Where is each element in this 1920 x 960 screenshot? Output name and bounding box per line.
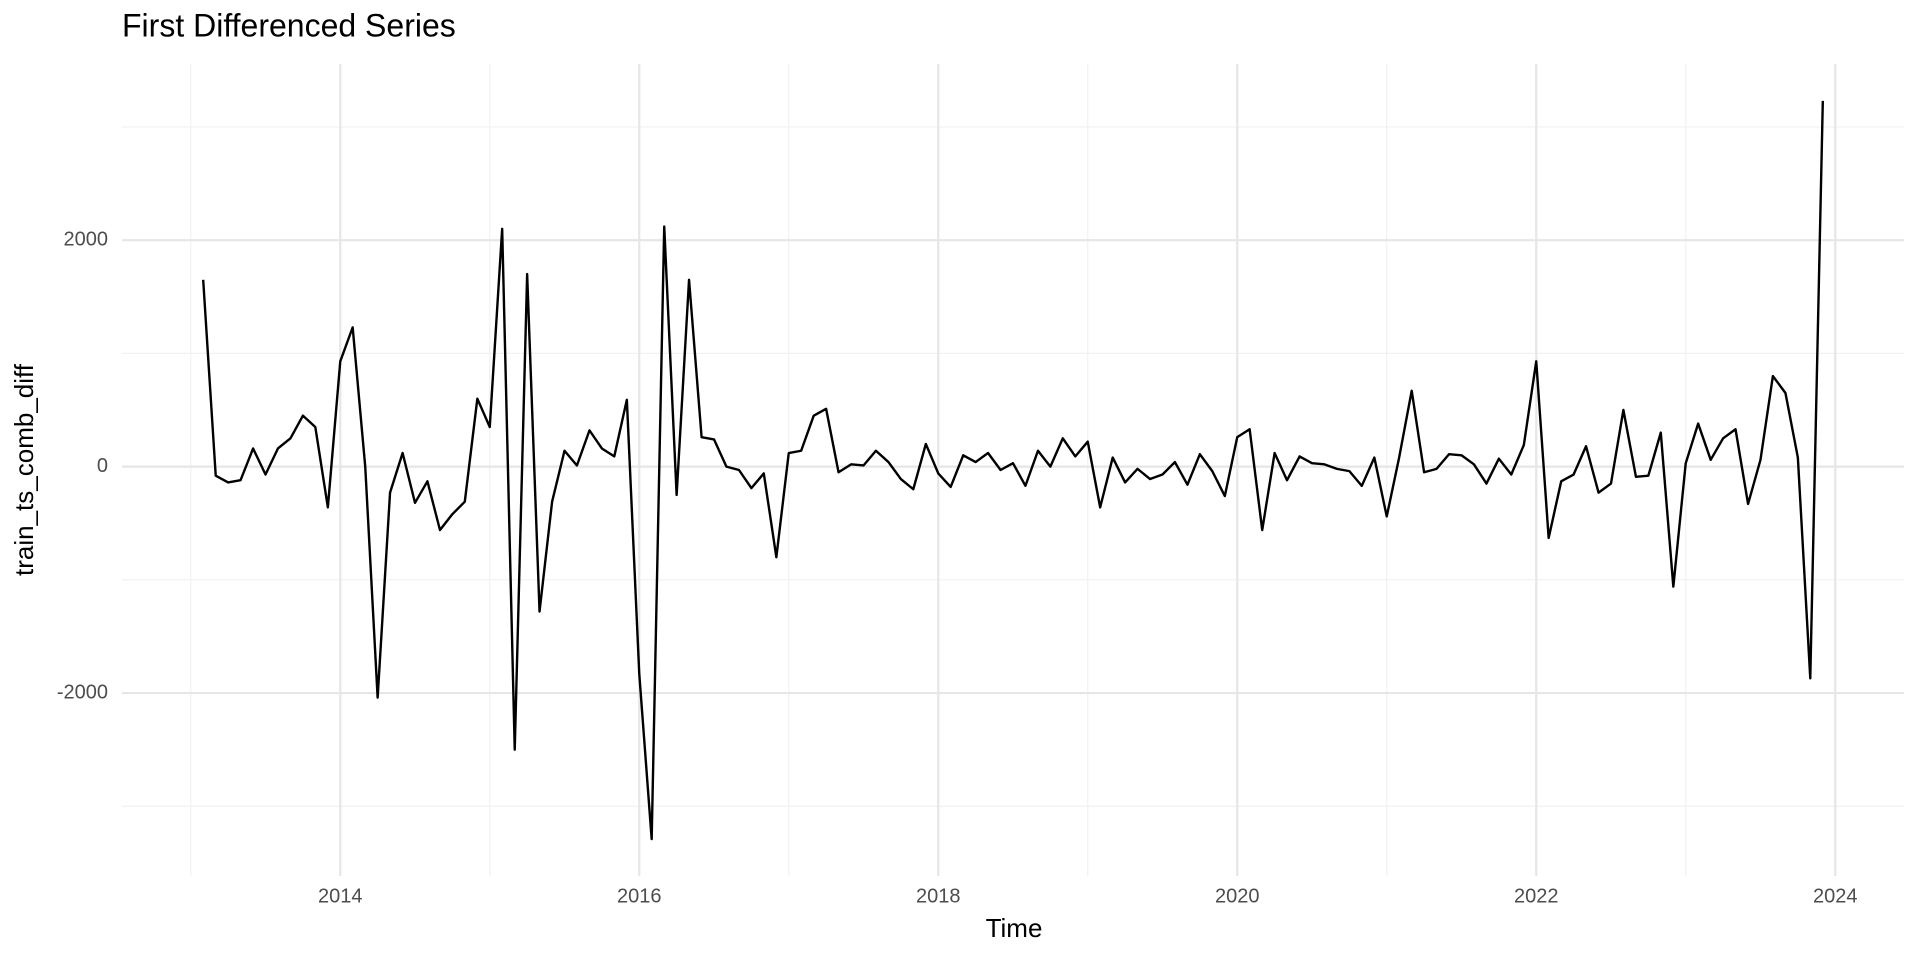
x-tick-label: 2014 bbox=[318, 885, 363, 907]
x-axis-title: Time bbox=[986, 913, 1043, 943]
x-tick-label: 2022 bbox=[1514, 885, 1559, 907]
y-tick-label: 2000 bbox=[64, 228, 109, 250]
x-tick-label: 2024 bbox=[1813, 885, 1858, 907]
x-tick-label: 2018 bbox=[916, 885, 961, 907]
y-tick-label: 0 bbox=[97, 455, 108, 477]
y-tick-label: -2000 bbox=[57, 681, 108, 703]
y-axis-title: train_ts_comb_diff bbox=[9, 363, 39, 576]
series-line bbox=[201, 100, 1825, 841]
chart-title: First Differenced Series bbox=[122, 7, 456, 43]
x-tick-label: 2016 bbox=[617, 885, 662, 907]
x-tick-label: 2020 bbox=[1215, 885, 1260, 907]
